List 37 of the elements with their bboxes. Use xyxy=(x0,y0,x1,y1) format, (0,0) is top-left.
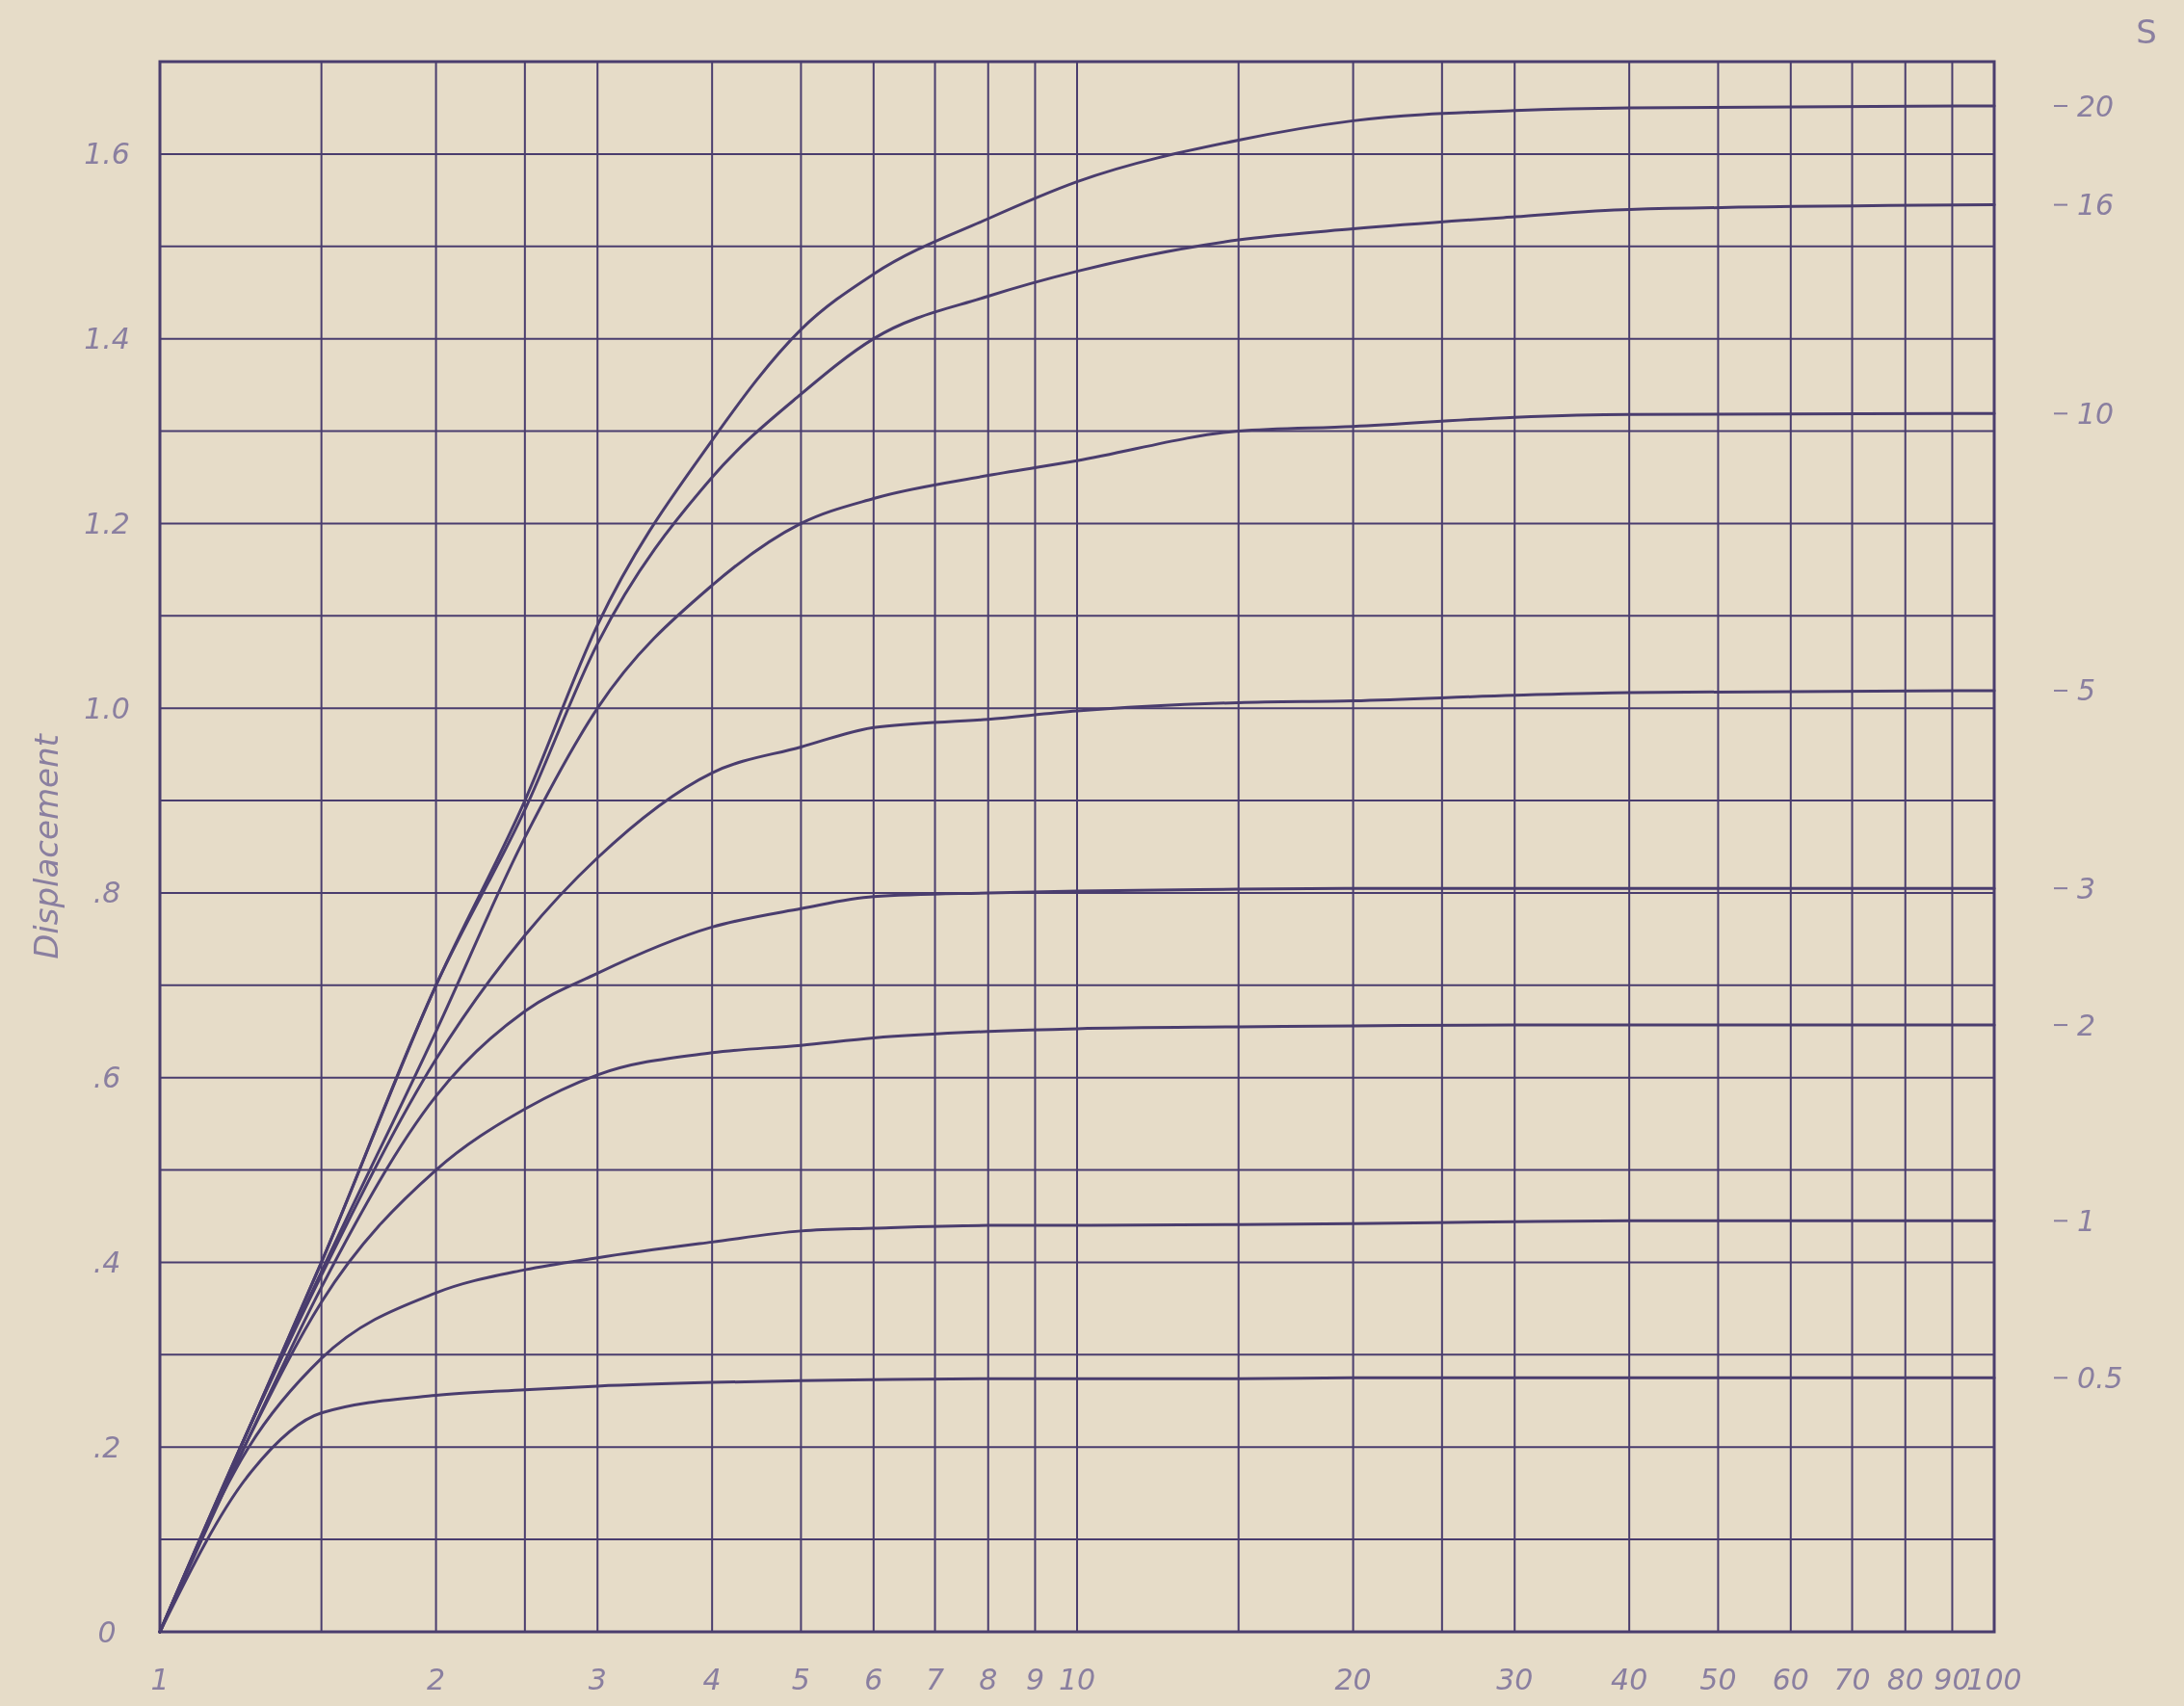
x-tick-label: 2 xyxy=(427,1663,446,1696)
x-tick-label: 100 xyxy=(1966,1663,2022,1696)
x-tick-label: 10 xyxy=(1058,1663,1096,1696)
text: 3 xyxy=(2077,871,2096,905)
text: 10 xyxy=(2077,396,2115,431)
y-tick-label: 1.4 xyxy=(84,322,130,356)
text: 20 xyxy=(2077,89,2115,123)
y-tick-label: 1.2 xyxy=(84,506,130,540)
y-tick-label: 1.0 xyxy=(84,691,130,725)
x-tick-label: 70 xyxy=(1833,1663,1871,1696)
x-tick-label: 20 xyxy=(1334,1663,1372,1696)
x-tick-label: 4 xyxy=(702,1663,722,1696)
x-tick-label: 7 xyxy=(925,1663,945,1696)
y-tick-label: .8 xyxy=(92,876,121,910)
x-tick-label: 9 xyxy=(1025,1663,1044,1696)
x-tick-label: 50 xyxy=(1699,1663,1737,1696)
y-tick-label: 0 xyxy=(97,1614,117,1649)
legend-title: S xyxy=(2136,13,2157,51)
y-tick-label: .2 xyxy=(92,1430,121,1464)
y-tick-label: .4 xyxy=(92,1245,121,1279)
x-tick-label: 80 xyxy=(1886,1663,1924,1696)
x-tick-label: 5 xyxy=(791,1663,810,1696)
y-axis-title: Displacement xyxy=(27,732,66,959)
x-tick-label: 40 xyxy=(1611,1663,1648,1696)
x-tick-label: 1 xyxy=(150,1663,170,1696)
text: 2 xyxy=(2077,1008,2096,1042)
y-tick-label: .6 xyxy=(92,1061,121,1095)
text: 1 xyxy=(2077,1203,2096,1238)
y-tick-label: 1.6 xyxy=(84,137,130,171)
x-tick-label: 60 xyxy=(1772,1663,1809,1696)
text: 5 xyxy=(2077,673,2096,708)
x-tick-label: 30 xyxy=(1496,1663,1534,1696)
x-tick-label: 6 xyxy=(864,1663,883,1696)
text: 0.5 xyxy=(2077,1360,2123,1395)
text: 16 xyxy=(2077,188,2115,223)
x-tick-label: 8 xyxy=(979,1663,998,1696)
x-tick-label: 3 xyxy=(588,1663,607,1696)
